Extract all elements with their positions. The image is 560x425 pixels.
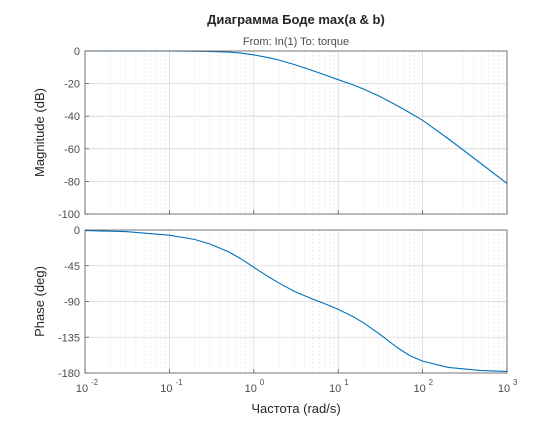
y-tick-label: -90 <box>64 297 80 309</box>
x-tick-exponent: 3 <box>513 378 518 387</box>
x-tick-label: 10 <box>413 383 425 395</box>
y-axis-label-1: Phase (deg) <box>32 266 47 337</box>
x-tick-label: 10 <box>76 383 88 395</box>
y-tick-label: -80 <box>64 176 80 188</box>
x-tick-label: 10 <box>245 383 257 395</box>
x-tick-exponent: 2 <box>429 378 434 387</box>
x-tick-label: 10 <box>160 383 172 395</box>
y-tick-label: -20 <box>64 79 80 91</box>
y-tick-label: 0 <box>74 46 80 58</box>
y-tick-label: -45 <box>64 261 80 273</box>
x-tick-label: 10 <box>329 383 341 395</box>
x-tick-exponent: 1 <box>344 378 349 387</box>
x-tick-exponent: -2 <box>91 378 99 387</box>
plot-frame-0 <box>84 50 508 215</box>
x-axis-label: Частота (rad/s) <box>251 401 340 416</box>
y-tick-label: -60 <box>64 144 80 156</box>
plot-area-0 <box>85 51 507 214</box>
y-tick-label: -135 <box>58 332 80 344</box>
chart-title: Диаграмма Боде max(a & b) <box>207 12 385 27</box>
y-tick-label: -180 <box>58 368 80 380</box>
phase-line <box>84 230 508 372</box>
y-tick-label: -100 <box>58 209 80 221</box>
y-axis-label-0: Magnitude (dB) <box>32 88 47 177</box>
y-tick-label: 0 <box>74 225 80 237</box>
plot-frame-1 <box>84 229 508 374</box>
chart-subtitle: From: In(1) To: torque <box>243 36 349 48</box>
x-tick-exponent: -1 <box>175 378 183 387</box>
y-tick-label: -40 <box>64 111 80 123</box>
x-tick-label: 10 <box>498 383 510 395</box>
x-tick-exponent: 0 <box>260 378 265 387</box>
